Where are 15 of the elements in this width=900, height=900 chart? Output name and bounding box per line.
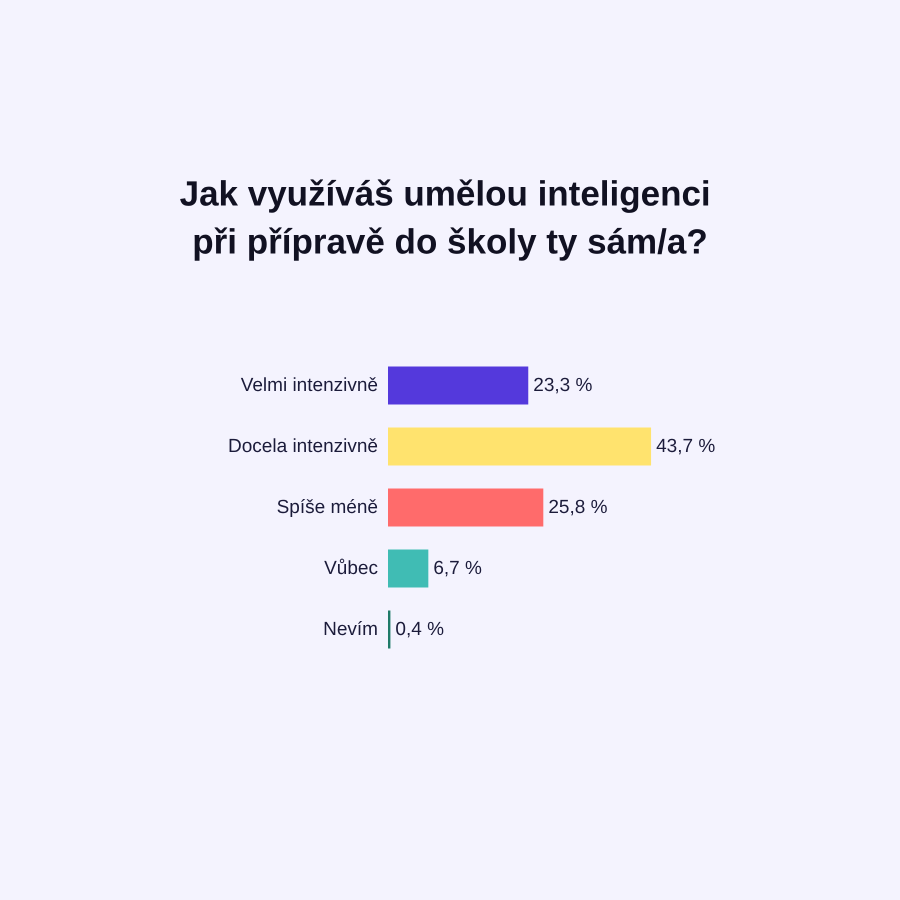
- data-label: 23,3 %: [533, 375, 593, 396]
- data-label: 0,4 %: [395, 619, 444, 640]
- y-tick-label: Velmi intenzivně: [240, 375, 378, 396]
- bar: [388, 550, 428, 588]
- y-tick-label: Docela intenzivně: [228, 436, 378, 457]
- bar: [388, 428, 652, 466]
- data-label: 43,7 %: [656, 436, 716, 457]
- y-tick-label: Nevím: [323, 619, 378, 640]
- bar: [388, 366, 528, 404]
- bar: [388, 488, 544, 526]
- data-label: 6,7 %: [433, 558, 482, 579]
- data-label: 25,8 %: [548, 497, 608, 518]
- y-tick-label: Vůbec: [324, 558, 378, 579]
- y-tick-label: Spíše méně: [276, 497, 378, 518]
- chart-title: Jak využíváš umělou inteligenci při přípravě do školy ty sám/a?: [180, 174, 720, 262]
